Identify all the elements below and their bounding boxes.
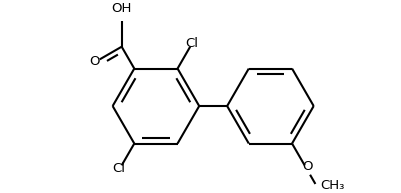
Text: OH: OH [111,2,132,15]
Text: O: O [302,160,312,174]
Text: Cl: Cl [185,37,198,50]
Text: Cl: Cl [112,162,125,175]
Text: CH₃: CH₃ [319,179,343,192]
Text: O: O [89,55,99,68]
